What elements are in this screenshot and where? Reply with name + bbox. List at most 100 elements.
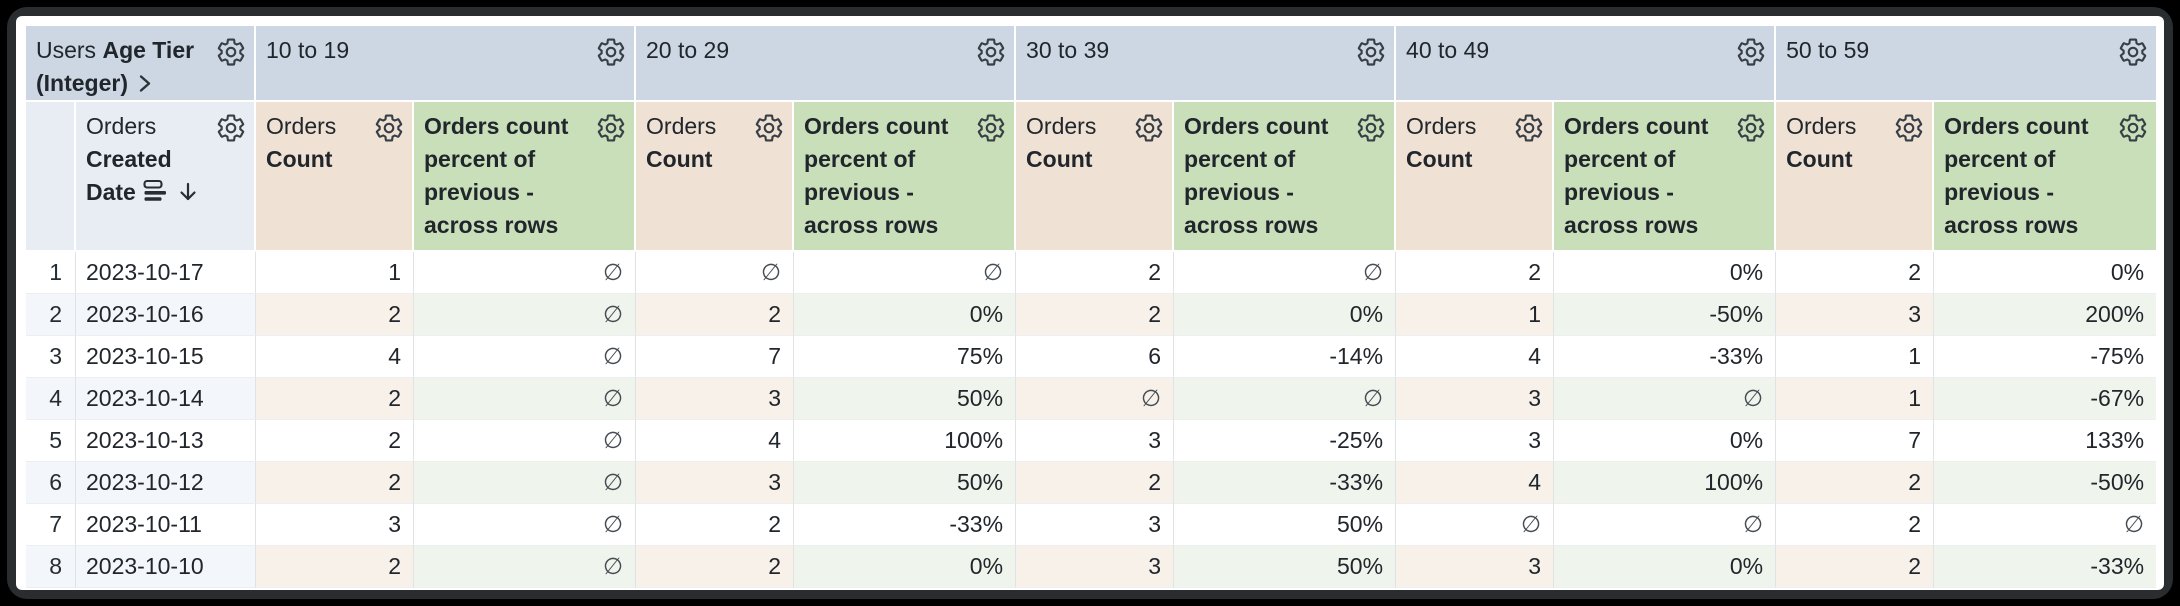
count-cell[interactable]: 2 <box>1016 462 1175 504</box>
date-column-header[interactable]: Orders Created Date <box>76 102 256 252</box>
chevron-right-icon[interactable] <box>134 73 154 93</box>
percent-cell[interactable]: ∅ <box>414 252 637 294</box>
percent-cell[interactable]: -75% <box>1934 336 2157 378</box>
count-column-header[interactable]: Orders Count <box>1776 102 1935 252</box>
date-cell[interactable]: 2023-10-13 <box>76 420 256 462</box>
count-cell[interactable]: 2 <box>1016 252 1175 294</box>
gear-icon[interactable] <box>1894 113 1924 143</box>
percent-cell[interactable]: ∅ <box>414 504 637 546</box>
date-cell[interactable]: 2023-10-15 <box>76 336 256 378</box>
count-cell[interactable]: 2 <box>1396 252 1555 294</box>
percent-cell[interactable]: 133% <box>1934 420 2157 462</box>
gear-icon[interactable] <box>596 37 626 67</box>
percent-cell[interactable]: -33% <box>1934 546 2157 588</box>
count-cell[interactable]: 2 <box>1776 504 1935 546</box>
pivot-dimension-header[interactable]: Users Age Tier (Integer) <box>26 26 256 102</box>
percent-cell[interactable]: 0% <box>1554 546 1777 588</box>
tier-header-10-19[interactable]: 10 to 19 <box>256 26 637 102</box>
date-cell[interactable]: 2023-10-12 <box>76 462 256 504</box>
fill-fields-icon[interactable] <box>142 178 169 203</box>
count-cell[interactable]: 4 <box>256 336 414 378</box>
count-cell[interactable]: 2 <box>636 294 795 336</box>
percent-cell[interactable]: ∅ <box>1554 504 1777 546</box>
percent-cell[interactable]: ∅ <box>414 546 637 588</box>
tier-header-50-59[interactable]: 50 to 59 <box>1776 26 2157 102</box>
percent-cell[interactable]: 0% <box>1554 420 1777 462</box>
percent-cell[interactable]: 100% <box>794 420 1017 462</box>
count-cell[interactable]: 1 <box>1776 378 1935 420</box>
percent-cell[interactable]: 0% <box>794 546 1017 588</box>
count-cell[interactable]: 2 <box>1776 462 1935 504</box>
count-cell[interactable]: 2 <box>1776 546 1935 588</box>
count-cell[interactable]: 4 <box>1396 336 1555 378</box>
percent-cell[interactable]: 0% <box>1174 294 1397 336</box>
gear-icon[interactable] <box>976 37 1006 67</box>
count-cell[interactable]: 4 <box>1396 462 1555 504</box>
tier-header-30-39[interactable]: 30 to 39 <box>1016 26 1397 102</box>
count-cell[interactable]: 2 <box>1776 252 1935 294</box>
gear-icon[interactable] <box>374 113 404 143</box>
percent-cell[interactable]: ∅ <box>794 252 1017 294</box>
percent-cell[interactable]: -50% <box>1934 462 2157 504</box>
count-cell[interactable]: 3 <box>636 378 795 420</box>
gear-icon[interactable] <box>976 113 1006 143</box>
count-column-header[interactable]: Orders Count <box>636 102 795 252</box>
date-cell[interactable]: 2023-10-14 <box>76 378 256 420</box>
percent-column-header[interactable]: Orders count percent of previous - acros… <box>1174 102 1397 252</box>
count-cell[interactable]: 2 <box>1016 294 1175 336</box>
count-cell[interactable]: 2 <box>256 462 414 504</box>
percent-cell[interactable]: ∅ <box>1174 252 1397 294</box>
count-cell[interactable]: ∅ <box>1396 504 1555 546</box>
gear-icon[interactable] <box>2118 113 2148 143</box>
gear-icon[interactable] <box>1514 113 1544 143</box>
gear-icon[interactable] <box>754 113 784 143</box>
count-cell[interactable]: 3 <box>1016 504 1175 546</box>
percent-cell[interactable]: ∅ <box>414 294 637 336</box>
percent-cell[interactable]: -33% <box>794 504 1017 546</box>
count-cell[interactable]: 2 <box>256 294 414 336</box>
gear-icon[interactable] <box>1736 37 1766 67</box>
count-cell[interactable]: 3 <box>1396 546 1555 588</box>
date-cell[interactable]: 2023-10-11 <box>76 504 256 546</box>
gear-icon[interactable] <box>1736 113 1766 143</box>
percent-cell[interactable]: ∅ <box>414 336 637 378</box>
percent-cell[interactable]: -33% <box>1174 462 1397 504</box>
percent-cell[interactable]: -50% <box>1554 294 1777 336</box>
date-cell[interactable]: 2023-10-16 <box>76 294 256 336</box>
count-cell[interactable]: 2 <box>256 546 414 588</box>
gear-icon[interactable] <box>1356 113 1386 143</box>
percent-cell[interactable]: 50% <box>794 378 1017 420</box>
tier-header-20-29[interactable]: 20 to 29 <box>636 26 1017 102</box>
count-column-header[interactable]: Orders Count <box>1016 102 1175 252</box>
date-cell[interactable]: 2023-10-10 <box>76 546 256 588</box>
percent-cell[interactable]: -67% <box>1934 378 2157 420</box>
count-cell[interactable]: 4 <box>636 420 795 462</box>
count-cell[interactable]: 7 <box>636 336 795 378</box>
count-cell[interactable]: 3 <box>1016 546 1175 588</box>
gear-icon[interactable] <box>596 113 626 143</box>
count-cell[interactable]: 3 <box>636 462 795 504</box>
percent-cell[interactable]: -14% <box>1174 336 1397 378</box>
percent-cell[interactable]: 50% <box>1174 504 1397 546</box>
percent-cell[interactable]: -33% <box>1554 336 1777 378</box>
percent-cell[interactable]: ∅ <box>414 378 637 420</box>
percent-column-header[interactable]: Orders count percent of previous - acros… <box>794 102 1017 252</box>
gear-icon[interactable] <box>1134 113 1164 143</box>
count-cell[interactable]: 3 <box>1396 420 1555 462</box>
count-cell[interactable]: 2 <box>636 504 795 546</box>
count-cell[interactable]: 3 <box>1776 294 1935 336</box>
gear-icon[interactable] <box>216 37 246 67</box>
count-column-header[interactable]: Orders Count <box>256 102 414 252</box>
count-cell[interactable]: 2 <box>256 420 414 462</box>
count-cell[interactable]: ∅ <box>1016 378 1175 420</box>
count-cell[interactable]: 1 <box>1396 294 1555 336</box>
percent-cell[interactable]: ∅ <box>1554 378 1777 420</box>
count-cell[interactable]: ∅ <box>636 252 795 294</box>
count-cell[interactable]: 6 <box>1016 336 1175 378</box>
percent-cell[interactable]: 50% <box>1174 546 1397 588</box>
count-cell[interactable]: 3 <box>256 504 414 546</box>
count-cell[interactable]: 2 <box>256 378 414 420</box>
count-cell[interactable]: 3 <box>1016 420 1175 462</box>
date-cell[interactable]: 2023-10-17 <box>76 252 256 294</box>
gear-icon[interactable] <box>2118 37 2148 67</box>
